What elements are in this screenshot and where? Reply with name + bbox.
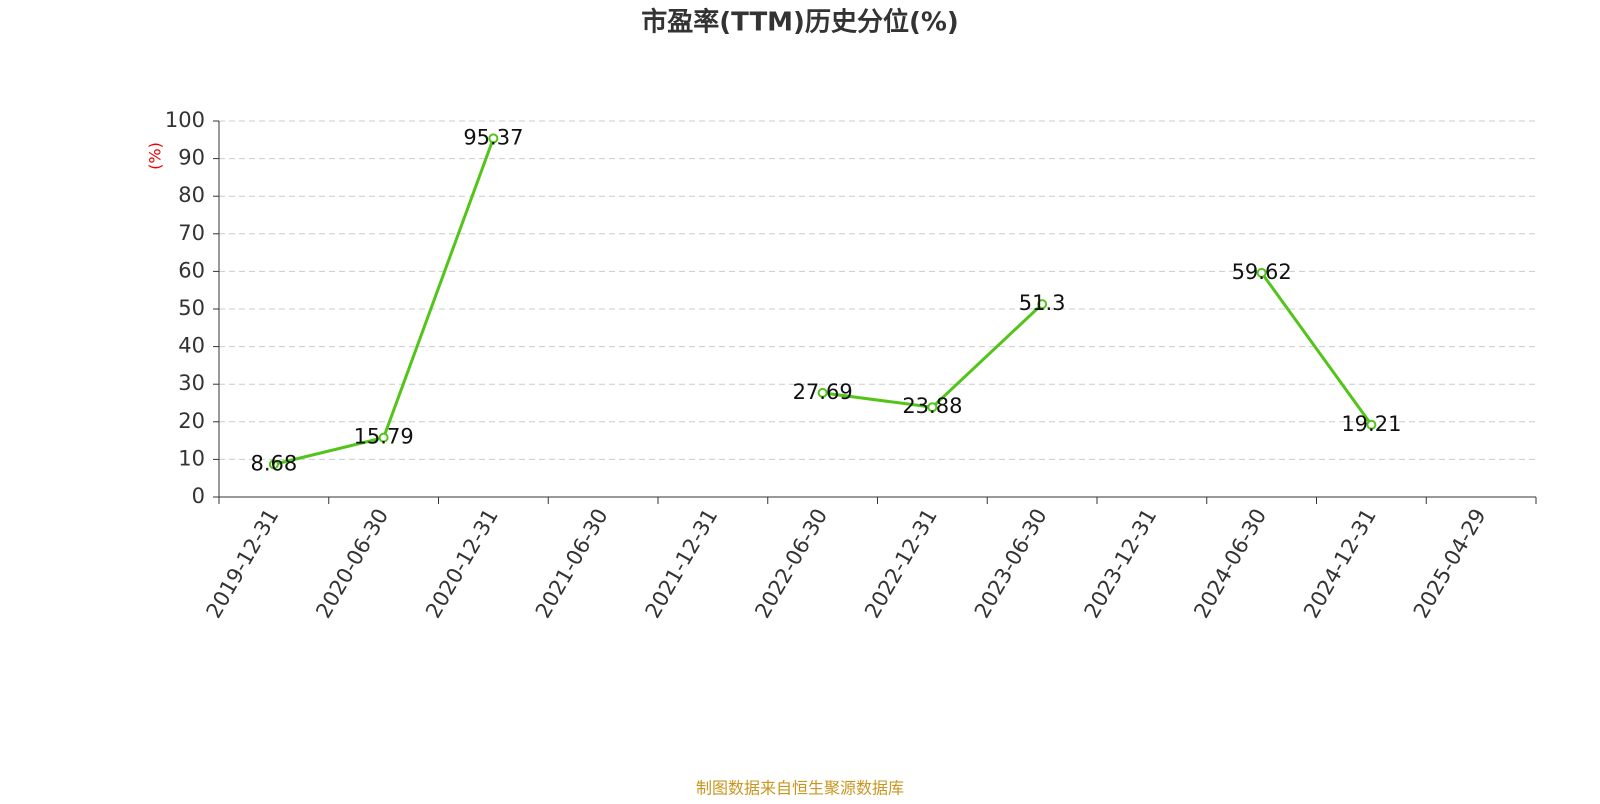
x-tick-label: 2021-12-31 [641, 505, 723, 623]
y-tick-label: 40 [178, 334, 205, 358]
data-label: 51.3 [1019, 291, 1066, 315]
data-point [817, 387, 828, 398]
source-note: 制图数据来自恒生聚源数据库 [696, 779, 904, 798]
x-tick-label: 2024-06-30 [1189, 505, 1271, 623]
chart-title: 市盈率(TTM)历史分位(%) [641, 7, 959, 38]
data-label: 15.79 [354, 425, 414, 449]
x-tick-label: 2023-12-31 [1080, 505, 1162, 623]
data-label: 23.88 [902, 394, 962, 418]
x-tick-label: 2024-12-31 [1299, 505, 1381, 623]
x-tick-label: 2019-12-31 [202, 505, 284, 623]
y-tick-label: 0 [192, 484, 205, 508]
data-point [927, 402, 938, 413]
line-series [822, 303, 1044, 409]
data-point [1366, 419, 1377, 430]
line-series [273, 137, 495, 466]
y-tick-label: 50 [178, 296, 205, 320]
x-tick-label: 2025-04-29 [1409, 505, 1491, 623]
data-point [488, 133, 499, 144]
x-tick-label: 2021-06-30 [531, 505, 613, 623]
line-series [1260, 271, 1373, 426]
y-tick-label: 100 [165, 108, 205, 132]
y-tick-label: 20 [178, 409, 205, 433]
x-tick-label: 2020-06-30 [311, 505, 393, 623]
data-label: 59.62 [1232, 260, 1292, 284]
y-tick-label: 60 [178, 258, 205, 282]
y-axis-label: (%) [146, 142, 165, 170]
y-tick-label: 90 [178, 146, 205, 170]
x-tick-label: 2022-06-30 [750, 505, 832, 623]
y-tick-label: 10 [178, 446, 205, 470]
x-tick-label: 2022-12-31 [860, 505, 942, 623]
y-tick-label: 70 [178, 221, 205, 245]
y-tick-label: 80 [178, 183, 205, 207]
data-point [268, 459, 279, 470]
data-point [1256, 267, 1267, 278]
x-tick-label: 2020-12-31 [421, 505, 503, 623]
data-label: 95.37 [463, 125, 523, 149]
x-tick-label: 2023-06-30 [970, 505, 1052, 623]
data-label: 27.69 [793, 380, 853, 404]
data-label: 8.68 [250, 451, 297, 475]
data-point [1037, 299, 1048, 310]
data-label: 19.21 [1341, 412, 1401, 436]
data-point [378, 432, 389, 443]
y-tick-label: 30 [178, 371, 205, 395]
